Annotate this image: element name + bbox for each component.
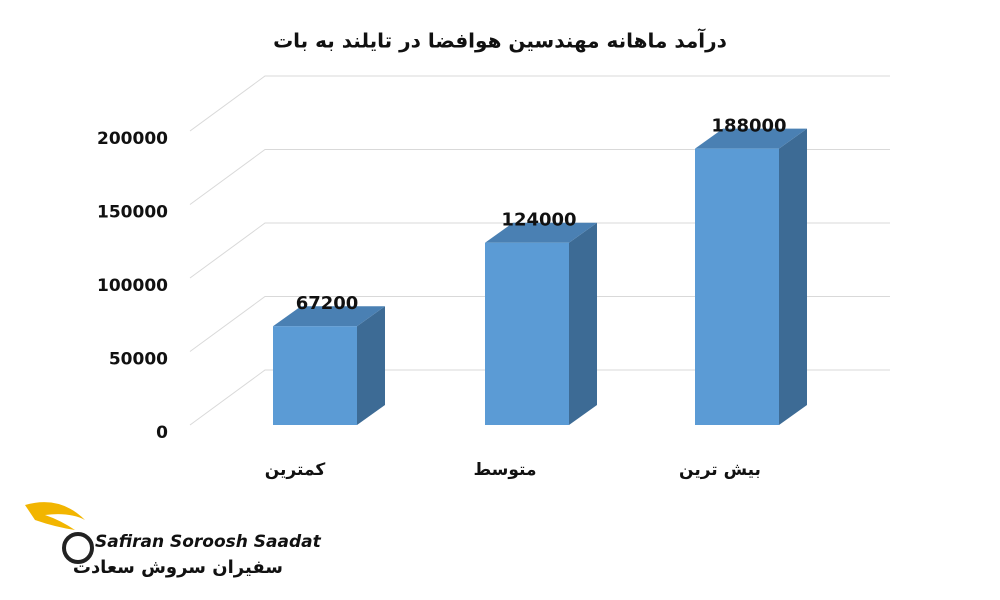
bar-top [485, 222, 597, 243]
chart-title: درآمد ماهانه مهندسین هوافضا در تایلند به… [273, 28, 727, 53]
grid-line [189, 296, 890, 352]
y-tick-label: 0 [156, 423, 168, 443]
x-tick-label: بیش ترین [679, 460, 761, 480]
bar-front [695, 148, 779, 425]
y-tick-label: 50000 [109, 350, 168, 370]
grid-line [189, 369, 890, 426]
grid-line [189, 149, 890, 205]
logo: Safiran Soroosh Saadat سفیران سروش سعادت [25, 502, 322, 578]
data-label: 67200 [296, 293, 359, 314]
bar [695, 128, 807, 425]
bar-front [273, 326, 357, 425]
bar-side [779, 128, 807, 425]
bar-top [695, 128, 807, 149]
bar-side [357, 306, 385, 425]
y-tick-label: 100000 [97, 276, 168, 296]
data-label: 188000 [711, 116, 786, 137]
logo-name-fa: سفیران سروش سعادت [73, 557, 283, 578]
y-tick-label: 200000 [97, 129, 168, 149]
bar [485, 222, 597, 425]
logo-name: Safiran Soroosh Saadat [95, 532, 322, 552]
bar [273, 306, 385, 425]
grid-line [189, 75, 890, 132]
bar-front [485, 242, 569, 425]
x-tick-label: کمترین [265, 460, 326, 480]
data-label: 124000 [501, 210, 576, 231]
bar-side [569, 222, 597, 425]
logo-wing [25, 502, 85, 530]
bar-top [273, 306, 385, 327]
grid-line [189, 222, 890, 279]
x-tick-label: متوسط [473, 460, 536, 480]
y-tick-label: 150000 [97, 203, 168, 223]
logo-ring [62, 532, 94, 564]
